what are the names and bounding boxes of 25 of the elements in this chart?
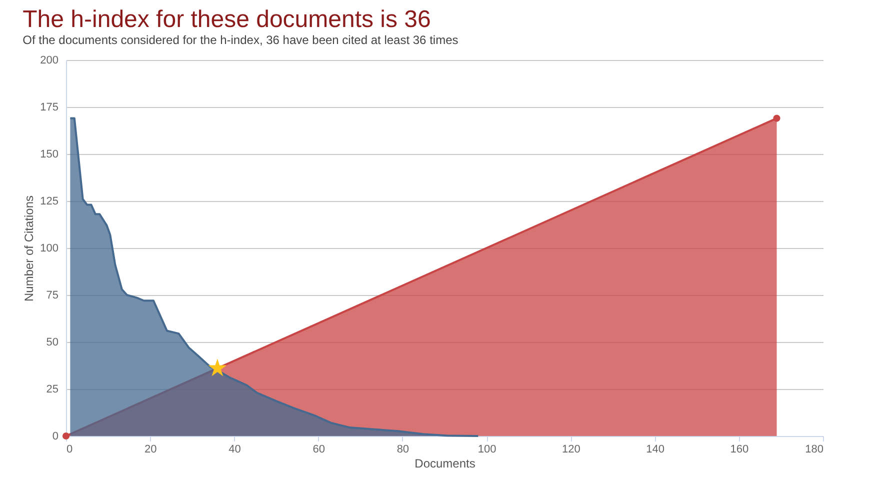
x-tick-label: 100	[478, 444, 496, 456]
x-tick-label: 160	[730, 444, 749, 456]
x-tick-label: 120	[562, 444, 580, 456]
y-tick-label: 100	[40, 242, 58, 254]
point	[208, 358, 227, 376]
x-tick-label: 80	[396, 444, 410, 456]
point	[773, 114, 780, 122]
chart-subtitle: Of the documents considered for the h-index, 36 have been cited at least 36 times	[22, 33, 458, 47]
x-tick-label: 60	[312, 444, 325, 456]
x-tick-label: 140	[646, 444, 664, 456]
y-axis-title: Number of Citations	[22, 195, 36, 302]
chart-title: The h-index for these documents is 36	[22, 6, 431, 33]
y-tick-label: 125	[40, 196, 58, 208]
x-axis-title: Documents	[414, 456, 476, 470]
x-tick-label: 180	[805, 444, 824, 456]
x-tick-label: 40	[228, 444, 241, 456]
y-tick-label: 200	[40, 54, 58, 66]
x-tick-label: 20	[144, 444, 157, 456]
x-tick-label: 0	[66, 444, 73, 456]
y-tick-label: 175	[40, 102, 58, 114]
y-tick-label: 0	[52, 430, 58, 442]
y-tick-label: 150	[40, 148, 58, 160]
y-tick-label: 25	[46, 384, 58, 396]
y-tick-label: 75	[46, 290, 58, 302]
y-tick-label: 50	[46, 336, 58, 348]
